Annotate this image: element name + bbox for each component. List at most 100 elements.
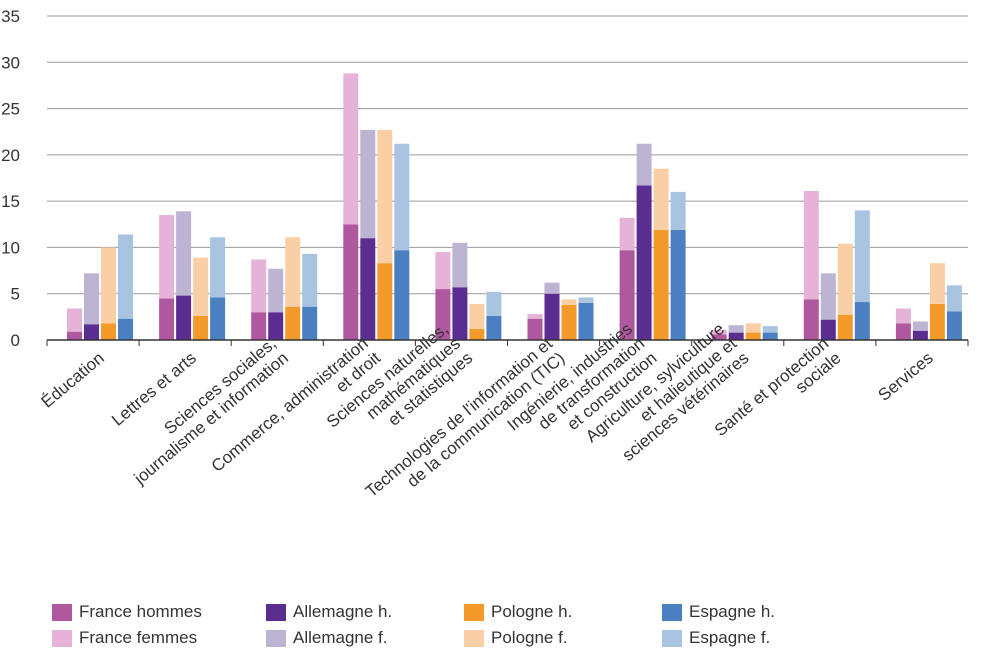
legend-swatch: [464, 603, 484, 621]
bar-france-hommes-8: [803, 299, 819, 340]
bar-france-hommes-0: [67, 331, 82, 340]
y-tick-label: 25: [1, 100, 20, 119]
legend-item: Allemagne h.: [266, 602, 392, 622]
x-tick-label: Sciences sociales,journalisme et informa…: [130, 334, 292, 489]
bar-espagne-hommes-3: [394, 250, 410, 340]
bar-pologne-femmes-1: [193, 257, 209, 316]
bar-pologne-femmes-4: [469, 303, 485, 329]
bar-espagne-hommes-4: [486, 315, 502, 340]
bar-pologne-femmes-5: [561, 299, 577, 305]
bar-pologne-femmes-3: [377, 129, 393, 264]
legend-swatch: [266, 603, 286, 621]
gridlines: [47, 15, 968, 295]
bar-allemagne-femmes-5: [544, 282, 560, 294]
bar-espagne-femmes-6: [670, 191, 686, 230]
legend-swatch: [662, 629, 682, 647]
bar-espagne-hommes-8: [854, 302, 870, 340]
bars: [67, 73, 962, 340]
bar-espagne-hommes-5: [578, 302, 594, 340]
bar-espagne-femmes-3: [394, 143, 410, 251]
bar-france-femmes-9: [895, 308, 911, 324]
bar-france-hommes-3: [343, 224, 359, 340]
bar-allemagne-hommes-5: [544, 293, 560, 340]
bar-france-hommes-1: [159, 298, 175, 340]
bar-france-hommes-7: [711, 334, 727, 340]
bar-pologne-hommes-7: [745, 332, 761, 340]
bar-france-femmes-8: [803, 190, 819, 300]
bar-allemagne-hommes-0: [84, 324, 99, 340]
legend-swatch: [662, 603, 682, 621]
x-tick-label: Éducation: [38, 348, 108, 411]
bar-allemagne-hommes-8: [820, 319, 836, 340]
legend-item: Espagne f.: [662, 628, 770, 648]
legend-swatch: [464, 629, 484, 647]
bar-allemagne-femmes-6: [636, 143, 652, 186]
bar-pologne-hommes-2: [285, 306, 301, 340]
bar-allemagne-hommes-2: [268, 312, 284, 340]
bar-france-femmes-3: [343, 73, 359, 225]
bar-allemagne-hommes-4: [452, 287, 468, 340]
bar-france-femmes-2: [251, 259, 267, 313]
bar-allemagne-femmes-7: [728, 325, 744, 333]
bar-france-hommes-4: [435, 289, 451, 340]
legend-label: Pologne h.: [491, 602, 573, 621]
bar-france-hommes-5: [527, 318, 543, 340]
bar-allemagne-femmes-9: [912, 321, 928, 331]
legend-item: Pologne f.: [464, 628, 568, 648]
bar-espagne-hommes-7: [762, 332, 778, 340]
legend-item: Allemagne f.: [266, 628, 388, 648]
bar-allemagne-femmes-1: [176, 211, 192, 296]
bar-france-hommes-2: [251, 312, 267, 340]
bar-chart: 0 5 10 15 20 25 30 35 Éducation Lettres et artsS…: [1, 7, 969, 501]
bar-pologne-femmes-2: [285, 237, 301, 307]
bar-pologne-hommes-6: [653, 229, 669, 340]
legend-swatch: [52, 629, 72, 647]
bar-france-femmes-7: [711, 329, 727, 335]
bar-allemagne-hommes-6: [636, 185, 652, 340]
bar-allemagne-femmes-4: [452, 242, 468, 288]
bar-espagne-femmes-8: [854, 210, 870, 303]
x-tick-label-line: Éducation: [38, 348, 108, 411]
bar-espagne-hommes-0: [118, 318, 133, 340]
bar-france-hommes-6: [619, 250, 635, 340]
bar-espagne-hommes-1: [210, 297, 226, 340]
bar-allemagne-femmes-2: [268, 268, 284, 313]
legend-label: Pologne f.: [491, 628, 568, 647]
bar-pologne-hommes-0: [101, 323, 116, 340]
legend-label: Allemagne h.: [293, 602, 393, 621]
bar-france-femmes-4: [435, 252, 451, 290]
y-axis-ticks: 0 5 10 15 20 25 30 35: [1, 7, 20, 350]
legend-item: France femmes: [52, 628, 197, 648]
x-tick-label-line: Services: [875, 348, 937, 404]
bar-france-femmes-5: [527, 314, 543, 319]
bar-espagne-hommes-2: [302, 306, 318, 340]
bar-espagne-femmes-7: [762, 326, 778, 333]
legend-label: Espagne h.: [689, 602, 776, 621]
y-tick-label: 35: [1, 7, 20, 26]
bar-espagne-femmes-2: [302, 253, 318, 307]
bar-allemagne-hommes-9: [912, 330, 928, 340]
bar-france-hommes-9: [895, 323, 911, 340]
legend-label: France femmes: [79, 628, 198, 647]
bar-pologne-femmes-6: [653, 168, 669, 230]
bar-espagne-femmes-4: [486, 291, 502, 316]
bar-espagne-femmes-5: [578, 297, 594, 303]
bar-pologne-femmes-9: [929, 263, 945, 304]
x-tick-label: Services: [875, 348, 937, 404]
bar-espagne-femmes-0: [118, 234, 133, 319]
legend-item: Pologne h.: [464, 602, 572, 622]
bar-allemagne-femmes-3: [360, 129, 376, 239]
bar-espagne-hommes-6: [670, 229, 686, 340]
y-tick-label: 0: [11, 331, 20, 350]
legend-item: Espagne h.: [662, 602, 775, 622]
y-tick-label: 5: [11, 285, 20, 304]
bar-pologne-femmes-0: [101, 247, 116, 324]
y-tick-label: 20: [1, 146, 20, 165]
y-tick-label: 15: [1, 192, 20, 211]
legend-swatch: [52, 603, 72, 621]
legend-item: France hommes: [52, 602, 202, 622]
bar-pologne-hommes-3: [377, 263, 393, 340]
bar-espagne-femmes-9: [946, 285, 962, 312]
legend-label: Allemagne f.: [293, 628, 388, 647]
